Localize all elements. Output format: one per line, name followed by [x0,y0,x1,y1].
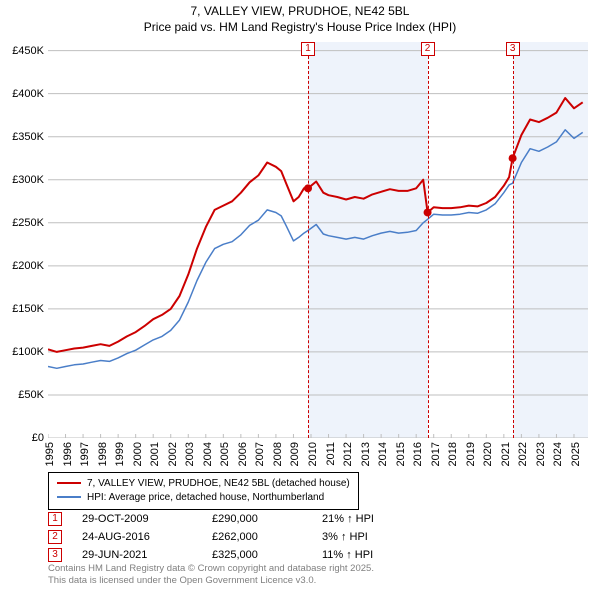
x-tick-label: 2009 [289,442,301,466]
x-tick-label: 2004 [202,442,214,466]
event-marker-num: 1 [48,512,62,526]
x-tick-label: 2001 [149,442,161,466]
legend-swatch [57,482,81,484]
x-tick-label: 2024 [552,442,564,466]
marker-vline [513,56,514,438]
marker-box: 2 [421,42,435,56]
y-tick-label: £350K [12,131,44,143]
x-tick-label: 2012 [342,442,354,466]
event-row: 2 24-AUG-2016£262,0003% ↑ HPI [48,528,374,546]
x-tick-label: 2025 [570,442,582,466]
chart-title: 7, VALLEY VIEW, PRUDHOE, NE42 5BL [0,4,600,20]
y-tick-label: £450K [12,45,44,57]
x-tick-label: 2019 [465,442,477,466]
x-tick-label: 1999 [114,442,126,466]
x-tick-label: 2022 [517,442,529,466]
event-pct-vs-hpi: 3% ↑ HPI [322,528,368,546]
x-tick-label: 2017 [430,442,442,466]
x-tick-label: 2015 [395,442,407,466]
event-price: £290,000 [212,510,322,528]
sale-events-table: 1 29-OCT-2009£290,00021% ↑ HPI 2 24-AUG-201… [48,510,374,564]
x-tick-label: 2020 [482,442,494,466]
marker-box: 1 [301,42,315,56]
plot-svg [48,42,588,438]
x-tick-label: 2011 [325,442,337,466]
x-tick-label: 1998 [97,442,109,466]
y-tick-label: £150K [12,303,44,315]
x-tick-label: 2021 [500,442,512,466]
x-tick-label: 2010 [307,442,319,466]
event-row: 3 29-JUN-2021£325,00011% ↑ HPI [48,546,374,564]
y-tick-label: £400K [12,88,44,100]
series-line [48,130,583,368]
x-tick-label: 2008 [272,442,284,466]
y-tick-label: £50K [18,389,44,401]
legend-label: HPI: Average price, detached house, Nort… [87,492,324,503]
legend-swatch [57,496,81,498]
event-pct-vs-hpi: 11% ↑ HPI [322,546,373,564]
x-tick-label: 2002 [167,442,179,466]
event-row: 1 29-OCT-2009£290,00021% ↑ HPI [48,510,374,528]
x-tick-label: 2003 [184,442,196,466]
x-tick-label: 2000 [132,442,144,466]
y-tick-label: £0 [32,432,44,444]
x-tick-label: 2016 [412,442,424,466]
x-tick-label: 2006 [237,442,249,466]
y-tick-label: £100K [12,346,44,358]
x-tick-label: 2007 [254,442,266,466]
y-tick-label: £300K [12,174,44,186]
x-tick-label: 2014 [377,442,389,466]
y-tick-label: £250K [12,217,44,229]
x-tick-label: 2005 [219,442,231,466]
event-marker-num: 3 [48,548,62,562]
x-tick-label: 2013 [360,442,372,466]
footer-line-2: This data is licensed under the Open Gov… [48,575,374,586]
x-tick-label: 1996 [62,442,74,466]
x-tick-label: 2023 [535,442,547,466]
footer-line-1: Contains HM Land Registry data © Crown c… [48,563,374,574]
event-date: 24-AUG-2016 [82,528,212,546]
event-price: £325,000 [212,546,322,564]
y-tick-label: £200K [12,260,44,272]
event-date: 29-OCT-2009 [82,510,212,528]
x-tick-label: 2018 [447,442,459,466]
plot-area: £0£50K£100K£150K£200K£250K£300K£350K£400… [48,42,588,438]
marker-vline [428,56,429,438]
event-date: 29-JUN-2021 [82,546,212,564]
price-chart: 7, VALLEY VIEW, PRUDHOE, NE42 5BL Price … [0,0,600,590]
x-tick-label: 1997 [79,442,91,466]
legend-label: 7, VALLEY VIEW, PRUDHOE, NE42 5BL (detac… [87,478,350,489]
x-tick-label: 1995 [44,442,56,466]
data-attribution: Contains HM Land Registry data © Crown c… [48,563,374,586]
chart-title-block: 7, VALLEY VIEW, PRUDHOE, NE42 5BL Price … [0,0,600,37]
legend-item: HPI: Average price, detached house, Nort… [57,491,350,505]
marker-vline [308,56,309,438]
legend-item: 7, VALLEY VIEW, PRUDHOE, NE42 5BL (detac… [57,477,350,491]
event-price: £262,000 [212,528,322,546]
event-marker-num: 2 [48,530,62,544]
event-pct-vs-hpi: 21% ↑ HPI [322,510,374,528]
marker-box: 3 [506,42,520,56]
chart-subtitle: Price paid vs. HM Land Registry's House … [0,20,600,36]
legend: 7, VALLEY VIEW, PRUDHOE, NE42 5BL (detac… [48,472,359,510]
